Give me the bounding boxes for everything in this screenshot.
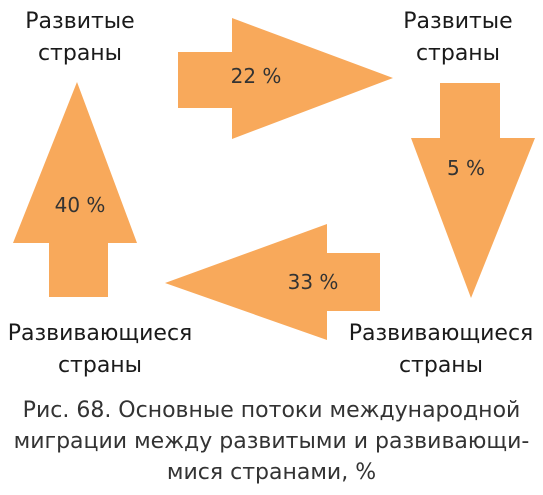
- node-label-line2: страны: [398, 353, 484, 378]
- arrow-right-shape: [178, 18, 393, 139]
- arrow-left-shape: [165, 224, 380, 340]
- arrow-developing-to-developing: 33 %: [165, 224, 380, 340]
- node-developing-bottom-right: Развивающиеся страны: [343, 318, 539, 382]
- node-developed-top-right: Развитые страны: [388, 6, 528, 70]
- node-label-line1: Развивающиеся: [348, 321, 534, 346]
- migration-flow-diagram: 22 % 5 % 33 % 40 % Развитые страны Разви…: [2, 6, 539, 382]
- node-label-line1: Развивающиеся: [7, 321, 193, 346]
- flow-label-33: 33 %: [288, 270, 339, 294]
- node-developing-bottom-left: Развивающиеся страны: [2, 318, 198, 382]
- arrow-developed-to-developing: 5 %: [411, 83, 535, 298]
- arrows-canvas: 22 % 5 % 33 % 40 %: [13, 18, 535, 340]
- node-developed-top-left: Развитые страны: [10, 6, 150, 70]
- node-label-line1: Развитые: [25, 9, 135, 34]
- node-label-line2: страны: [37, 41, 123, 66]
- arrow-down-shape: [411, 83, 535, 298]
- arrow-developing-to-developed: 40 %: [13, 82, 137, 297]
- arrow-developed-to-developed: 22 %: [178, 18, 393, 139]
- flow-label-22: 22 %: [231, 64, 282, 88]
- figure-caption: Рис. 68. Основные потоки международной м…: [0, 395, 543, 488]
- flow-label-40: 40 %: [55, 193, 106, 217]
- caption-line2: миграции между развитыми и развивающи-: [13, 429, 530, 454]
- arrow-up-shape: [13, 82, 137, 297]
- caption-line3: мися странами, %: [166, 460, 377, 485]
- flow-label-5: 5 %: [447, 156, 485, 180]
- node-label-line1: Развитые: [403, 9, 513, 34]
- node-label-line2: страны: [415, 41, 501, 66]
- node-label-line2: страны: [57, 353, 143, 378]
- caption-line1: Рис. 68. Основные потоки международной: [22, 398, 521, 423]
